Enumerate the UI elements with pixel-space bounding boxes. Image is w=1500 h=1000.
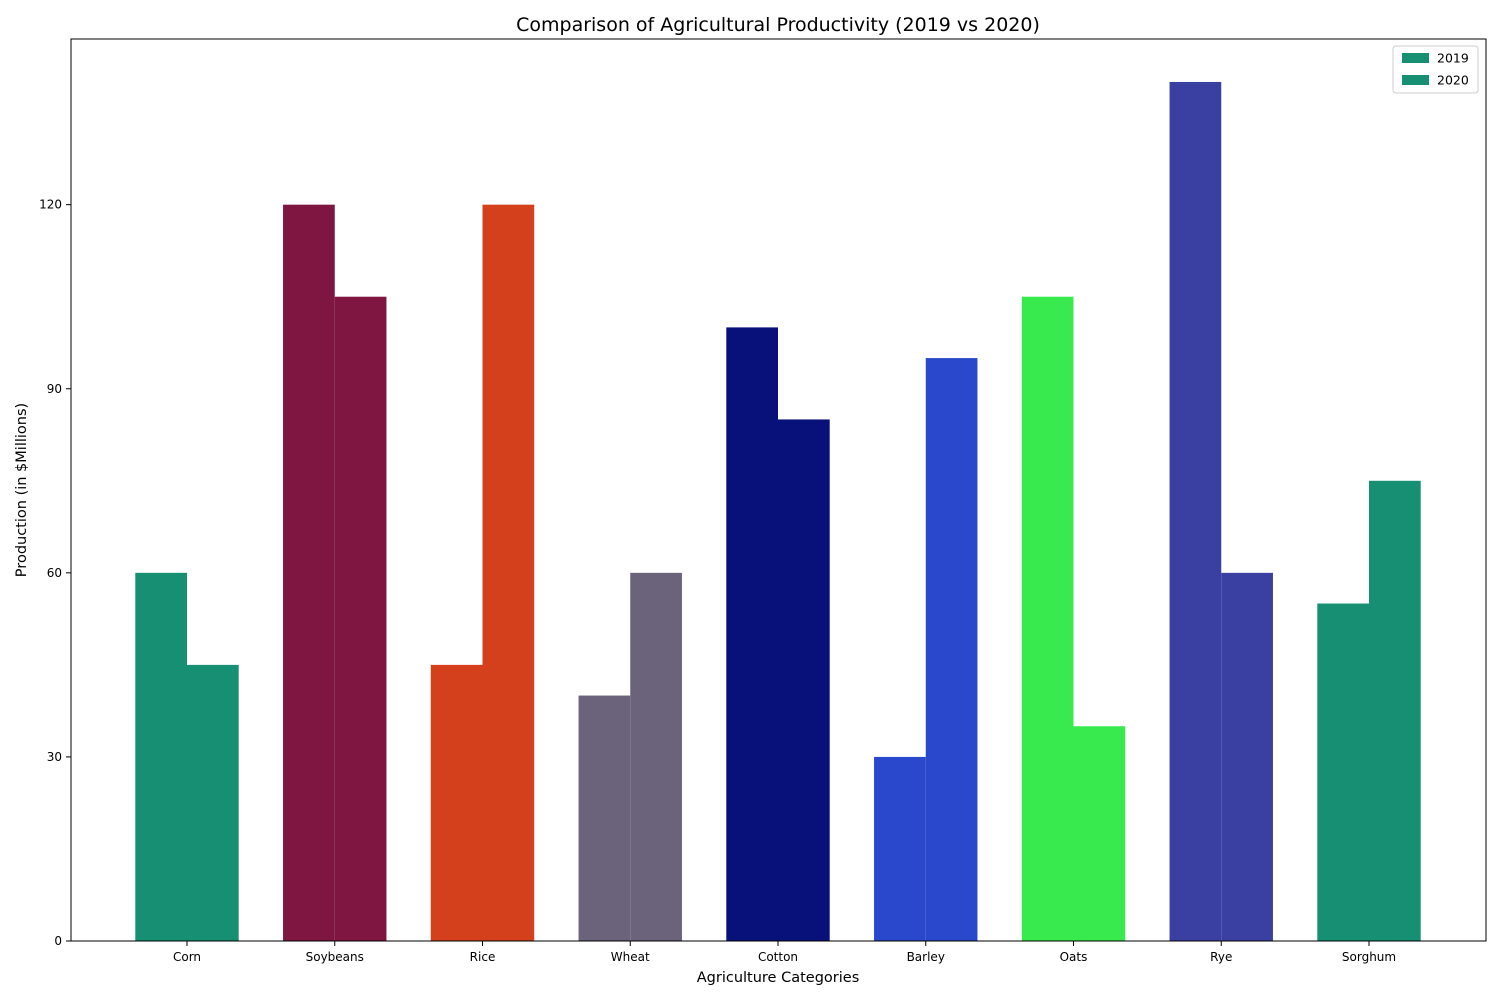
bar-cotton-2020 [778,419,830,941]
x-axis: Corn Soybeans Rice Wheat Cotton Barley Oats Rye… [173,941,1396,964]
bar-corn-2020 [187,664,239,941]
bar-sorghum-2020 [1369,480,1421,941]
bar-barley-2019 [874,756,926,941]
chart-title: Comparison of Agricultural Productivity … [516,14,1040,36]
bars-group [135,81,1421,942]
x-tick-label-cotton: Cotton [758,950,798,964]
x-axis-title: Agriculture Categories [697,970,860,986]
bar-rice-2020 [482,204,535,941]
legend-swatch-2019 [1402,53,1429,63]
bar-wheat-2020 [630,572,682,941]
bar-barley-2020 [925,358,978,941]
x-tick-label-corn: Corn [173,950,201,964]
y-tick-label: 60 [47,566,62,580]
legend-label-2020: 2020 [1437,73,1469,88]
y-tick-label: 120 [39,198,62,212]
y-tick-label: 30 [47,750,62,764]
bar-soybeans-2020 [334,296,387,941]
y-tick-label: 90 [47,382,62,396]
bar-corn-2019 [135,572,187,941]
bar-rice-2019 [430,664,483,941]
x-tick-label-rice: Rice [470,950,496,964]
x-tick-label-oats: Oats [1060,950,1088,964]
x-tick-label-rye: Rye [1210,950,1232,964]
x-tick-label-sorghum: Sorghum [1342,950,1396,964]
legend-label-2019: 2019 [1437,51,1469,66]
bar-rye-2019 [1169,81,1222,941]
x-tick-label-barley: Barley [907,950,945,964]
y-axis-title: Production (in $Millions) [14,403,30,577]
bar-cotton-2019 [726,327,778,942]
x-tick-label-wheat: Wheat [611,950,650,964]
bar-oats-2020 [1073,726,1126,941]
bar-soybeans-2019 [283,204,335,941]
bar-sorghum-2019 [1317,603,1369,941]
legend: 2019 2020 [1392,45,1479,94]
y-axis: 0 30 60 90 120 [39,198,71,948]
bar-oats-2019 [1021,296,1074,941]
y-tick-label: 0 [54,934,62,948]
legend-swatch-2020 [1402,75,1429,85]
bar-rye-2020 [1221,572,1273,941]
bar-wheat-2019 [578,695,631,941]
x-tick-label-soybeans: Soybeans [306,950,364,964]
